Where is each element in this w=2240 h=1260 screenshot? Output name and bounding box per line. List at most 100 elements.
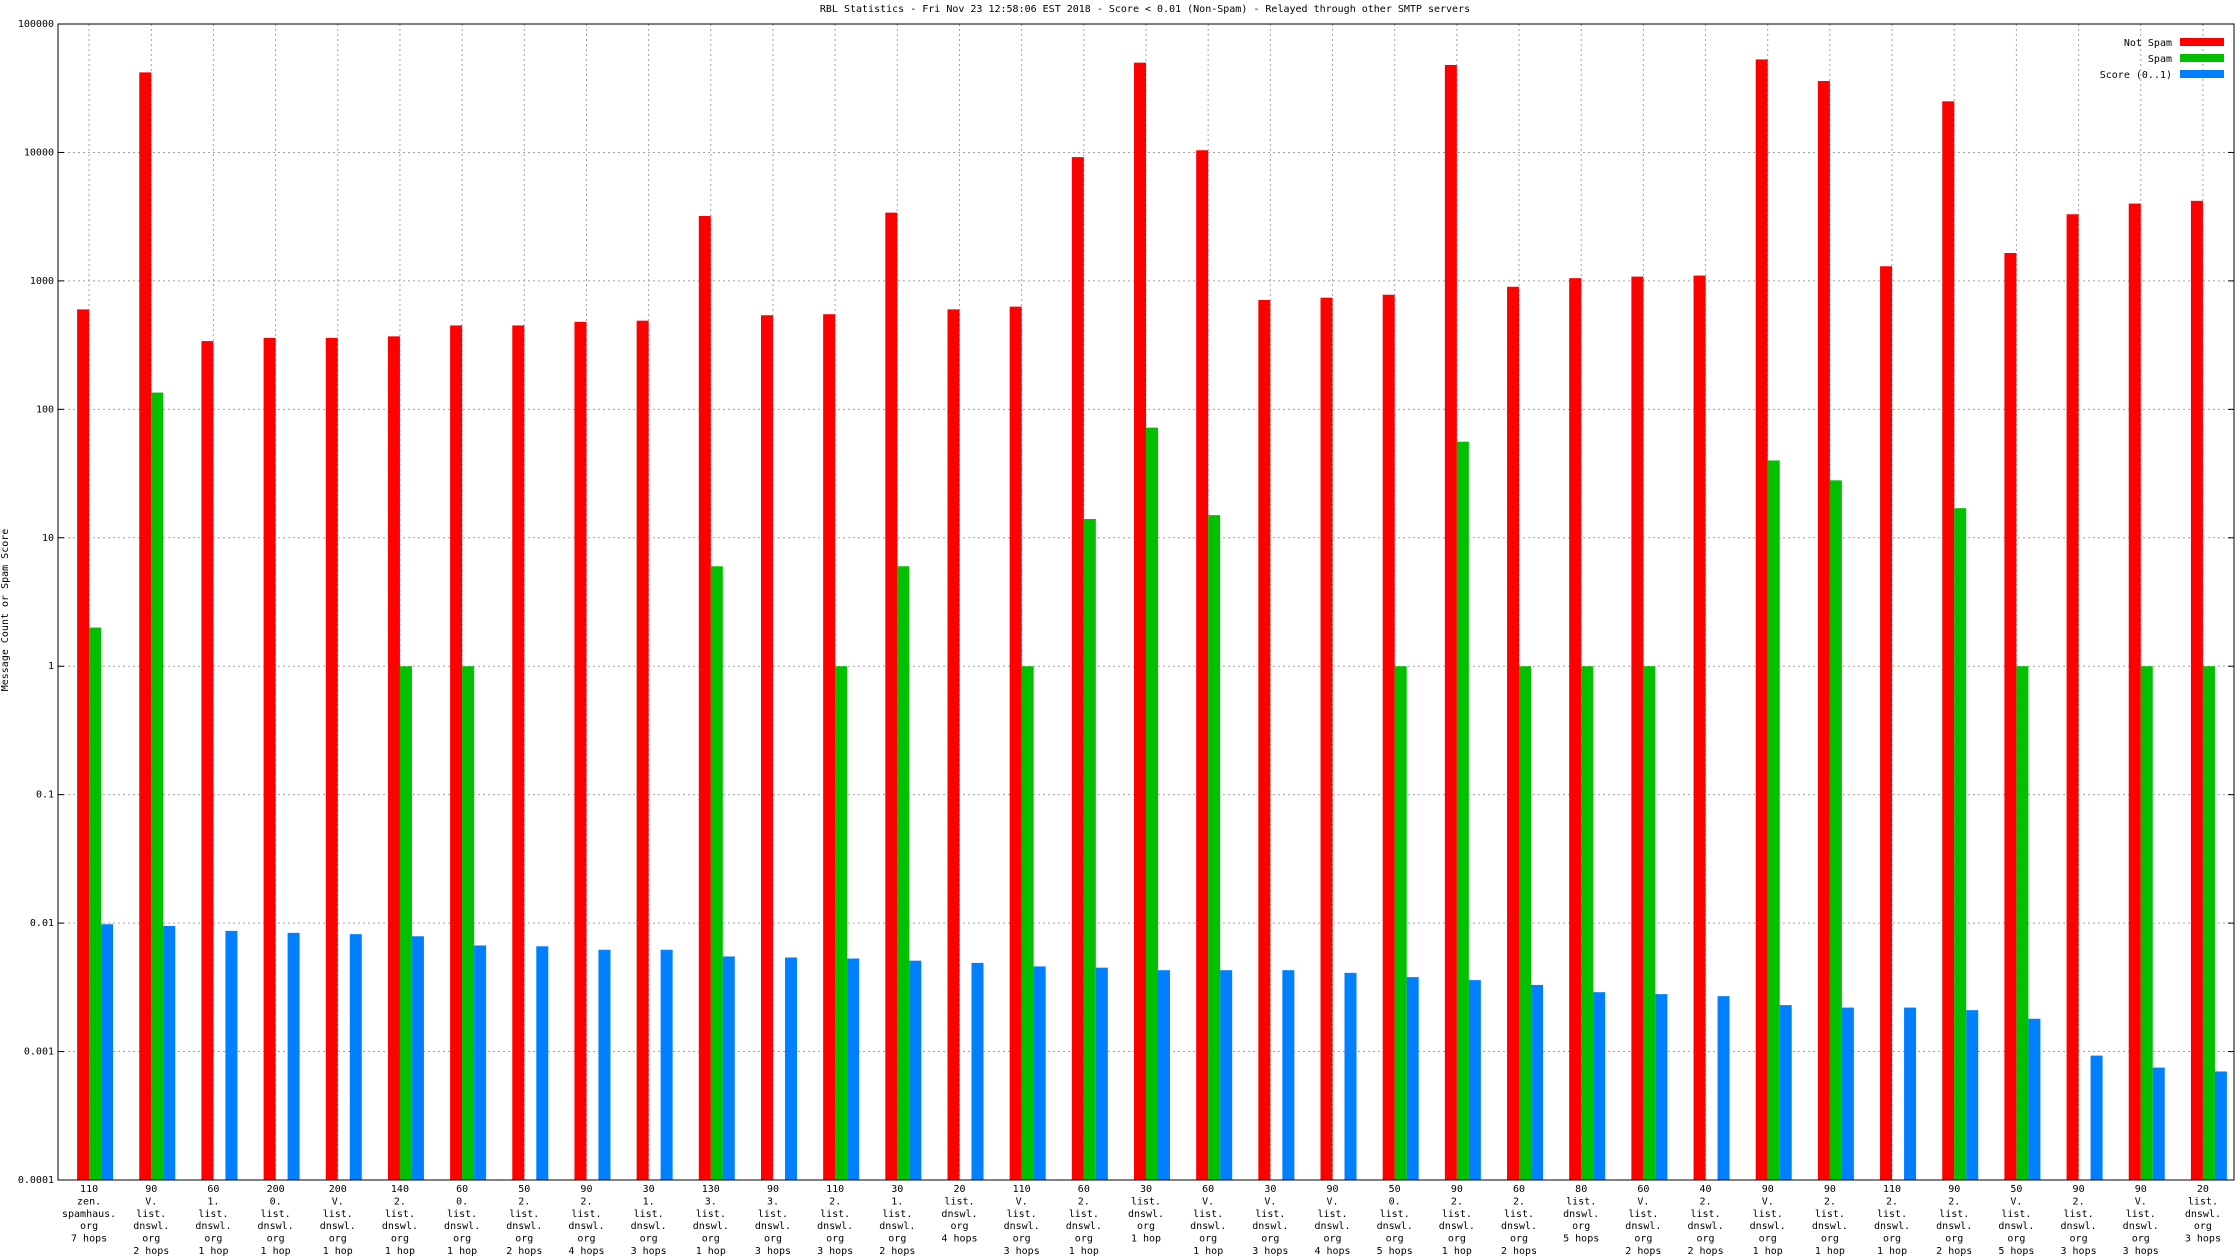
bar (1134, 62, 1146, 1180)
x-tick-label: 90 2. list. dnswl. org 2 hops (1936, 1184, 1972, 1257)
bar (885, 212, 898, 1181)
x-tick-line: dnswl. (1874, 1221, 1910, 1232)
x-tick-line: 20 (2197, 1184, 2209, 1195)
bar (710, 566, 723, 1180)
x-tick-label: 20 list. dnswl. org 3 hops (2185, 1184, 2221, 1245)
x-tick-line: list. (385, 1209, 415, 1220)
bar (1966, 1010, 1979, 1180)
y-tick-label: 1 (48, 661, 54, 672)
x-tick-line: dnswl. (879, 1221, 915, 1232)
x-tick-line: list. (2001, 1209, 2031, 1220)
x-tick-line: 1 hop (198, 1246, 228, 1257)
x-tick-line: V. (332, 1196, 344, 1207)
x-tick-line: 90 (145, 1184, 157, 1195)
bar (1519, 666, 1532, 1180)
x-tick-line: 1 hop (323, 1246, 353, 1257)
x-tick-line: list. (1255, 1209, 1285, 1220)
bar (512, 325, 525, 1180)
x-tick-label: 90 V. list. dnswl. org 2 hops (133, 1184, 169, 1257)
x-tick-line: 1 hop (1877, 1246, 1907, 1257)
x-tick-line: org (142, 1234, 160, 1245)
x-tick-line: dnswl. (1998, 1221, 2034, 1232)
bar (1468, 980, 1481, 1180)
x-tick-line: list. (944, 1196, 974, 1207)
x-tick-line: org (1883, 1234, 1901, 1245)
x-tick-line: 2. (1824, 1196, 1836, 1207)
bar (1021, 666, 1034, 1180)
x-tick-line: 90 (1326, 1184, 1338, 1195)
x-tick-line: org (204, 1234, 222, 1245)
x-tick-line: list. (2064, 1209, 2094, 1220)
x-tick-line: 130 (702, 1184, 720, 1195)
x-tick-label: 50 V. list. dnswl. org 5 hops (1998, 1184, 2034, 1257)
x-tick-line: 60 (1513, 1184, 1525, 1195)
x-tick-line: 1 hop (696, 1246, 726, 1257)
bar (1196, 150, 1209, 1181)
x-tick-line: org (1323, 1234, 1341, 1245)
x-tick-line: 2 hops (133, 1246, 169, 1257)
x-tick-line: dnswl. (1252, 1221, 1288, 1232)
x-tick-line: V. (1762, 1196, 1774, 1207)
bar (101, 924, 114, 1180)
bar (1507, 286, 1520, 1180)
x-tick-line: 200 (267, 1184, 285, 1195)
x-tick-line: 2. (580, 1196, 592, 1207)
x-tick-line: 0. (1389, 1196, 1401, 1207)
x-tick-line: list. (1442, 1209, 1472, 1220)
chart-title: RBL Statistics - Fri Nov 23 12:58:06 EST… (820, 4, 1470, 15)
x-tick-line: list. (758, 1209, 788, 1220)
x-tick-line: 90 (1451, 1184, 1463, 1195)
bar (325, 337, 338, 1180)
legend-swatch (2180, 54, 2224, 62)
bar (1693, 275, 1706, 1180)
x-tick-line: 2. (2073, 1196, 2085, 1207)
bar (225, 930, 238, 1180)
x-tick-line: 3. (767, 1196, 779, 1207)
x-tick-line: list. (1007, 1209, 1037, 1220)
x-tick-line: list. (1566, 1196, 1596, 1207)
legend-label: Score (0..1) (2100, 70, 2172, 81)
x-tick-line: V. (1202, 1196, 1214, 1207)
x-tick-line: dnswl. (1066, 1221, 1102, 1232)
x-tick-line: org (329, 1234, 347, 1245)
x-tick-line: org (2007, 1234, 2025, 1245)
bar (636, 320, 649, 1180)
bar (263, 337, 276, 1180)
x-tick-line: 4 hops (568, 1246, 604, 1257)
bar (387, 336, 400, 1181)
x-tick-line: org (2194, 1221, 2212, 1232)
x-tick-line: list. (136, 1209, 166, 1220)
x-tick-line: 60 (207, 1184, 219, 1195)
bar (201, 341, 214, 1180)
y-tick-label: 10000 (24, 147, 54, 158)
x-tick-line: list. (1131, 1196, 1161, 1207)
x-tick-line: org (1137, 1221, 1155, 1232)
x-tick-line: list. (634, 1209, 664, 1220)
x-tick-label: 90 2. list. dnswl. org 1 hop (1812, 1184, 1848, 1257)
x-tick-line: dnswl. (755, 1221, 791, 1232)
x-tick-line: 1. (643, 1196, 655, 1207)
bar (1829, 480, 1842, 1181)
x-tick-line: dnswl. (382, 1221, 418, 1232)
x-tick-line: org (2070, 1234, 2088, 1245)
x-tick-line: 50 (1389, 1184, 1401, 1195)
bar (287, 932, 300, 1180)
x-tick-line: list. (323, 1209, 353, 1220)
x-tick-line: 60 (1637, 1184, 1649, 1195)
bar (835, 666, 848, 1180)
bar (89, 627, 102, 1180)
x-tick-line: dnswl. (1190, 1221, 1226, 1232)
x-tick-line: V. (2010, 1196, 2022, 1207)
x-tick-line: 50 (518, 1184, 530, 1195)
x-tick-line: 60 (1078, 1184, 1090, 1195)
x-tick-line: list. (571, 1209, 601, 1220)
bar (1071, 157, 1084, 1180)
bar (947, 309, 960, 1180)
x-tick-label: 60 V. list. dnswl. org 1 hop (1190, 1184, 1226, 1257)
x-tick-label: 90 2. list. dnswl. org 1 hop (1439, 1184, 1475, 1257)
x-tick-line: 90 (580, 1184, 592, 1195)
x-tick-line: dnswl. (941, 1209, 977, 1220)
x-tick-line: dnswl. (320, 1221, 356, 1232)
bar (971, 962, 984, 1180)
bar (1158, 970, 1170, 1180)
